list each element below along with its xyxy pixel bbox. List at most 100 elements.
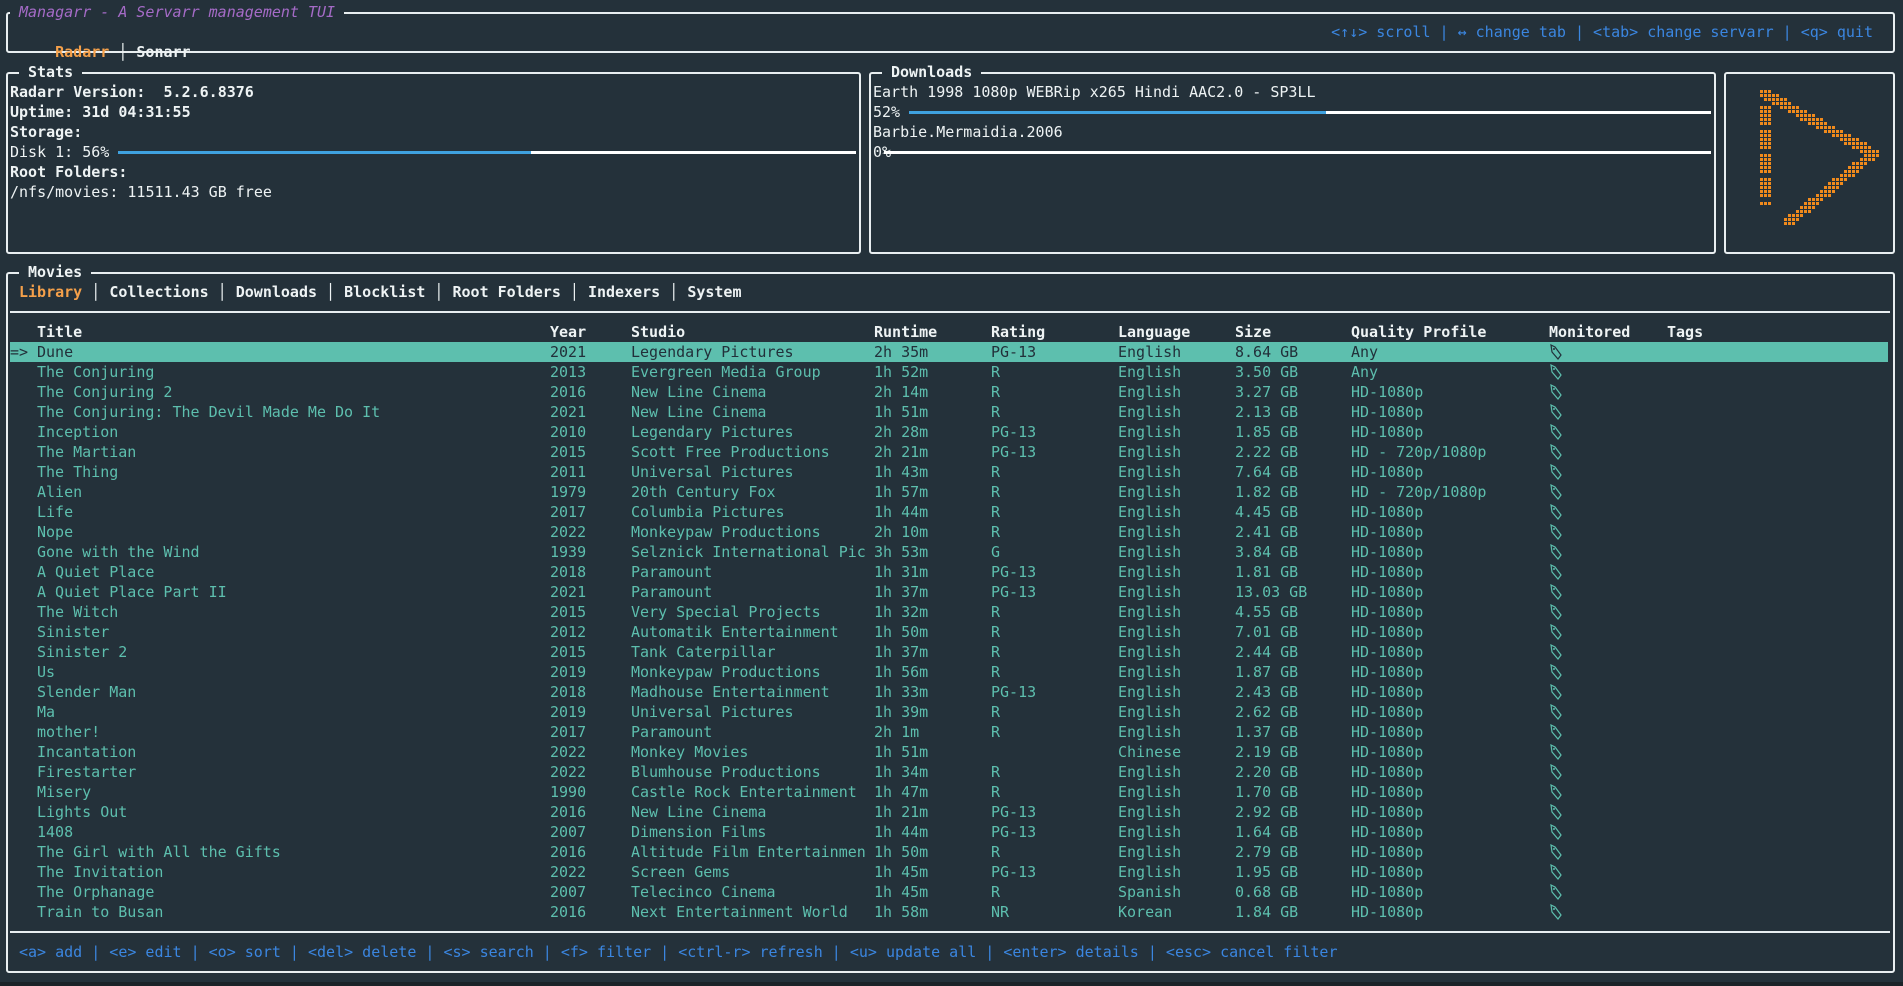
logo-dot [1804, 206, 1807, 209]
cell-studio: Paramount [631, 563, 713, 581]
cell-size: 2.20 GB [1235, 763, 1299, 781]
column-header-monitored[interactable]: Monitored [1549, 323, 1631, 341]
cell-language: English [1118, 623, 1182, 641]
column-header-language[interactable]: Language [1118, 323, 1191, 341]
logo-dot [1824, 190, 1827, 193]
cell-studio: Monkeypaw Productions [631, 663, 821, 681]
tab-blocklist[interactable]: Blocklist [344, 283, 426, 301]
logo-dot [1764, 114, 1767, 117]
cell-runtime: 1h 43m [874, 463, 929, 481]
cell-quality-profile: HD-1080p [1351, 563, 1424, 581]
logo-dot [1760, 162, 1763, 165]
tab-sonarr[interactable]: Sonarr [136, 43, 191, 61]
tab-divider: │ [425, 283, 453, 301]
logo-dot [1800, 118, 1803, 121]
tab-divider: │ [317, 283, 345, 301]
logo-dot [1860, 166, 1863, 169]
cell-quality-profile: HD-1080p [1351, 823, 1424, 841]
cell-quality-profile: HD-1080p [1351, 843, 1424, 861]
cell-language: English [1118, 643, 1182, 661]
logo-dot [1768, 158, 1771, 161]
logo-dot [1856, 166, 1859, 169]
cell-year: 2018 [550, 563, 587, 581]
logo-dot [1764, 138, 1767, 141]
tab-system[interactable]: System [687, 283, 742, 301]
cell-runtime: 1h 33m [874, 683, 929, 701]
cell-rating: R [991, 883, 1001, 901]
logo-dot [1872, 158, 1875, 161]
monitored-icon [1549, 642, 1563, 662]
logo-dot [1864, 154, 1867, 157]
tab-downloads[interactable]: Downloads [235, 283, 318, 301]
logo-dot [1868, 158, 1871, 161]
cell-year: 2019 [550, 703, 587, 721]
logo-dot [1768, 106, 1771, 109]
logo-dot [1868, 150, 1871, 153]
cell-size: 2.43 GB [1235, 683, 1299, 701]
logo-dot [1788, 222, 1791, 225]
tab-indexers[interactable]: Indexers [587, 283, 661, 301]
cell-studio: Selznick International Pic [631, 543, 866, 561]
logo-dot [1768, 138, 1771, 141]
logo-dot [1828, 130, 1831, 133]
cell-title: Incantation [37, 743, 137, 761]
cell-size: 3.84 GB [1235, 543, 1299, 561]
tab-root-folders[interactable]: Root Folders [452, 283, 561, 301]
logo-dot [1764, 130, 1767, 133]
cell-title: Life [37, 503, 74, 521]
logo-dot [1832, 126, 1835, 129]
cell-runtime: 1h 52m [874, 363, 929, 381]
cell-size: 2.22 GB [1235, 443, 1299, 461]
logo-dot [1852, 142, 1855, 145]
logo-dot [1768, 154, 1771, 157]
logo-dot [1768, 190, 1771, 193]
logo-dot [1760, 202, 1763, 205]
logo-dot [1808, 114, 1811, 117]
column-header-studio[interactable]: Studio [631, 323, 686, 341]
tab-collections[interactable]: Collections [109, 283, 209, 301]
cell-year: 2017 [550, 723, 587, 741]
cell-title: The Girl with All the Gifts [37, 843, 281, 861]
logo-dot [1792, 106, 1795, 109]
cell-rating: R [991, 603, 1001, 621]
column-header-title[interactable]: Title [37, 323, 83, 341]
cell-rating: R [991, 403, 1001, 421]
tab-radarr[interactable]: Radarr [55, 43, 110, 61]
column-header-tags[interactable]: Tags [1667, 323, 1704, 341]
cell-rating: R [991, 843, 1001, 861]
cell-quality-profile: HD-1080p [1351, 743, 1424, 761]
logo-dot [1860, 146, 1863, 149]
logo-dot [1784, 218, 1787, 221]
cell-runtime: 1h 37m [874, 643, 929, 661]
cell-year: 2022 [550, 763, 587, 781]
cell-language: English [1118, 603, 1182, 621]
logo-dot [1764, 186, 1767, 189]
logo-dot [1816, 118, 1819, 121]
cell-size: 2.41 GB [1235, 523, 1299, 541]
column-header-size[interactable]: Size [1235, 323, 1272, 341]
monitored-icon [1549, 342, 1563, 362]
column-header-runtime[interactable]: Runtime [874, 323, 938, 341]
root-folder: /nfs/movies: 11511.43 GB free [10, 183, 272, 201]
cell-quality-profile: HD-1080p [1351, 903, 1424, 921]
column-header-rating[interactable]: Rating [991, 323, 1046, 341]
logo-dot [1760, 186, 1763, 189]
cell-title: The Conjuring 2 [37, 383, 173, 401]
logo-dot [1832, 186, 1835, 189]
monitored-icon [1549, 862, 1563, 882]
cell-title: Ma [37, 703, 56, 721]
cell-year: 2010 [550, 423, 587, 441]
monitored-icon [1549, 622, 1563, 642]
tab-library[interactable]: Library [19, 283, 83, 301]
logo-dot [1760, 154, 1763, 157]
monitored-icon [1549, 542, 1563, 562]
column-header-quality-profile[interactable]: Quality Profile [1351, 323, 1487, 341]
logo-dot [1844, 138, 1847, 141]
logo-dot [1780, 102, 1783, 105]
logo-dot [1788, 110, 1791, 113]
logo-dot [1800, 114, 1803, 117]
logo-dot [1760, 114, 1763, 117]
cell-language: English [1118, 383, 1182, 401]
logo-dot [1768, 162, 1771, 165]
column-header-year[interactable]: Year [550, 323, 587, 341]
